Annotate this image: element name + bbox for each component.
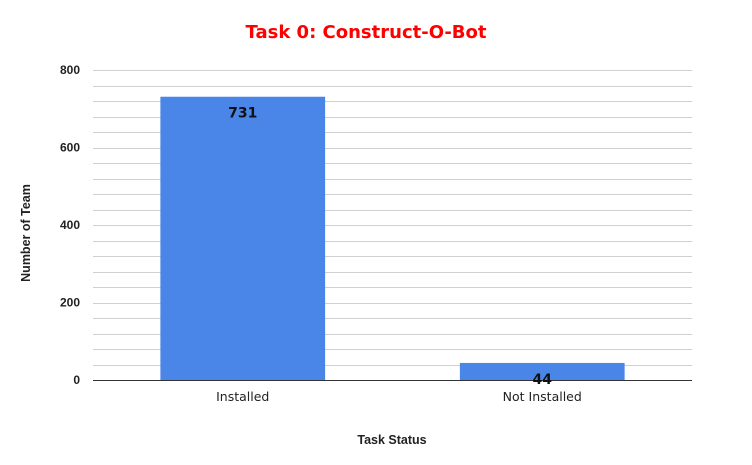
x-axis-categories: Installed Not Installed — [216, 389, 582, 404]
bar-installed — [160, 96, 326, 381]
bar-not-installed — [459, 362, 625, 380]
bar-value-label: 44 — [533, 372, 553, 388]
x-category-label: Installed — [216, 389, 269, 404]
y-tick-label: 800 — [60, 63, 80, 77]
chart-title: Task 0: Construct-O-Bot — [246, 22, 487, 43]
data-labels: 731 44 — [228, 106, 552, 388]
y-tick-label: 600 — [60, 141, 80, 155]
y-axis-ticks: 0 200 400 600 800 — [60, 63, 80, 387]
y-tick-label: 200 — [60, 296, 80, 310]
bars — [160, 96, 625, 381]
bar-value-label: 731 — [228, 106, 257, 122]
x-category-label: Not Installed — [503, 389, 582, 404]
x-axis-title: Task Status — [357, 433, 426, 447]
y-tick-label: 0 — [73, 373, 80, 387]
y-tick-label: 400 — [60, 218, 80, 232]
y-axis-title: Number of Team — [19, 184, 33, 282]
